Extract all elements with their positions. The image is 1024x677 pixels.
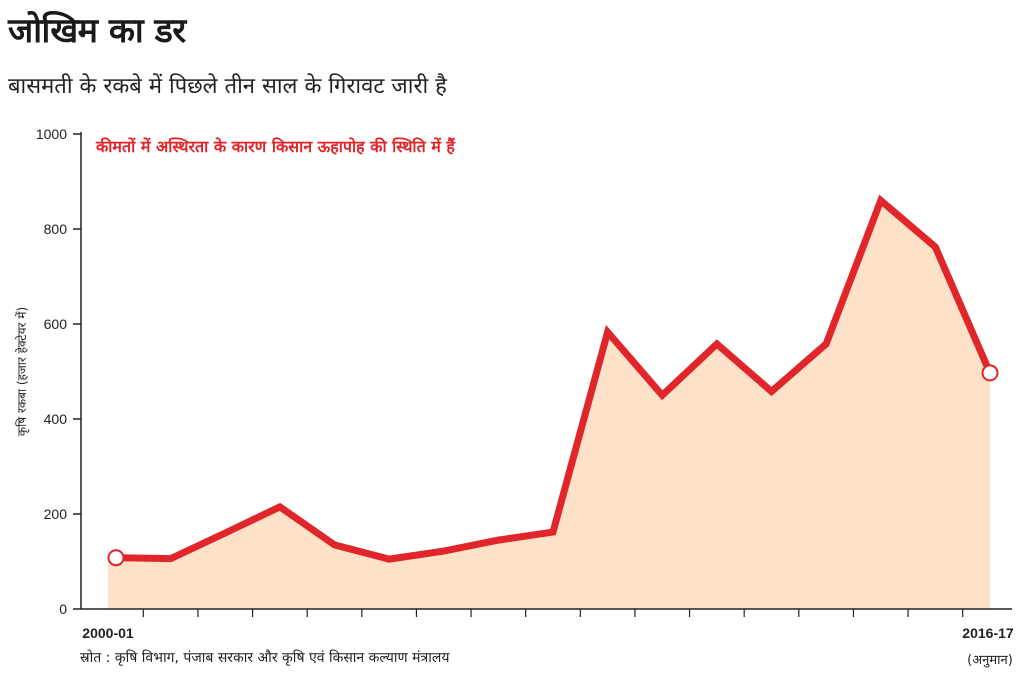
endpoint-marker [107, 549, 125, 567]
y-tick-label: 600 [44, 316, 68, 332]
x-start-label: 2000-01 [82, 625, 134, 641]
y-tick-label: 0 [59, 601, 67, 617]
y-axis-label: कृषि रकबा (हजार हेक्टेयर में) [15, 307, 30, 436]
x-end-label: 2016-17 [962, 625, 1014, 641]
endpoint-marker [981, 364, 999, 382]
y-tick-label: 800 [44, 221, 68, 237]
y-tick-label: 400 [44, 411, 68, 427]
chart-annotation: कीमतों में अस्थिरता के कारण किसान ऊहापोह… [95, 137, 456, 156]
chart-title: जोखिम का डर [8, 11, 186, 51]
source-note: स्रोत : कृषि विभाग, पंजाब सरकार और कृषि … [80, 650, 450, 666]
y-tick-label: 1000 [36, 126, 67, 142]
y-tick-label: 200 [44, 506, 68, 522]
area-fill [108, 200, 990, 609]
x-end-note: (अनुमान) [967, 653, 1013, 668]
chart-subtitle: बासमती के रकबे में पिछले तीन साल के गिरा… [8, 74, 447, 99]
